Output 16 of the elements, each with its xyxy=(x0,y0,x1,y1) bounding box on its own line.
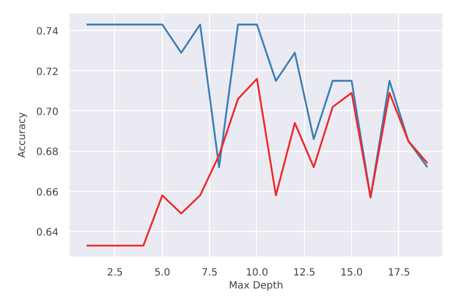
x-axis-title: Max Depth xyxy=(228,280,284,292)
x-tick-label: 17.5 xyxy=(388,268,410,278)
y-tick-label: 0.64 xyxy=(36,228,58,239)
y-tick-label: 0.72 xyxy=(36,66,58,78)
x-tick-label: 12.5 xyxy=(293,268,316,278)
y-tick-label: 0.68 xyxy=(36,147,58,158)
x-tick-label: 7.5 xyxy=(202,268,218,278)
x-tick-label: 2.5 xyxy=(106,268,123,278)
y-axis-title: Accuracy xyxy=(17,112,28,158)
y-tick-label: 0.74 xyxy=(36,26,58,38)
x-tick-label: 5.0 xyxy=(154,268,170,278)
y-tick-label: 0.70 xyxy=(36,106,58,118)
x-tick-label: 15.0 xyxy=(340,268,363,278)
y-tick-label: 0.66 xyxy=(36,187,58,198)
x-tick-label: 10.0 xyxy=(246,268,268,278)
line-series xyxy=(86,78,428,247)
